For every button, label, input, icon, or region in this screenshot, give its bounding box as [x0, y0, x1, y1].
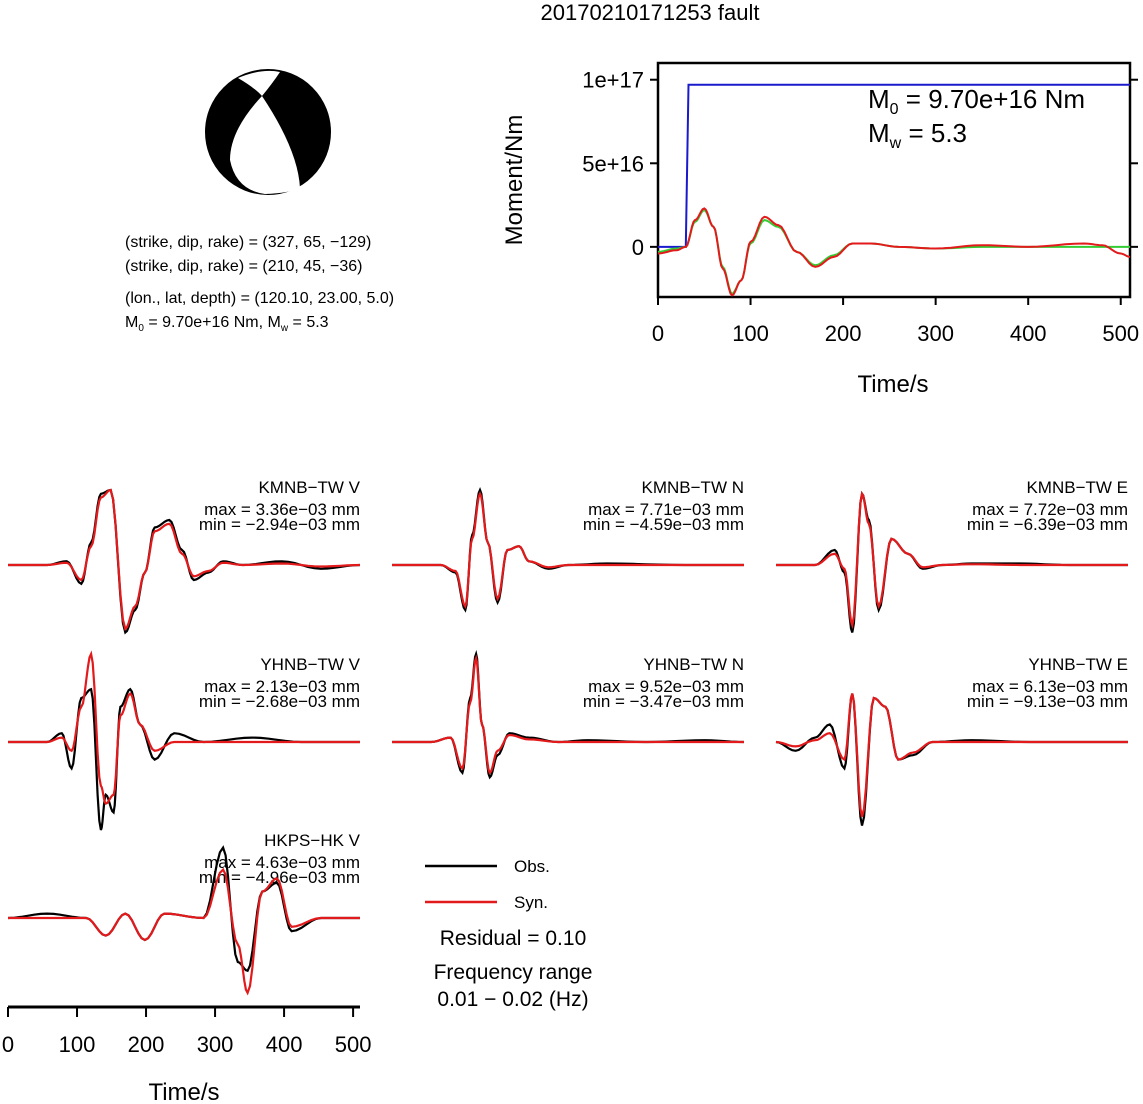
moment-xtick-label: 400: [1010, 321, 1047, 346]
moment-xtick-label: 0: [652, 321, 664, 346]
legend-syn-label: Syn.: [514, 893, 548, 912]
mechanism-line-4: M0 = 9.70e+16 Nm, Mw = 5.3: [125, 314, 329, 334]
mw-value: = 5.3: [288, 314, 329, 331]
moment-series: [657, 83, 1131, 297]
residual-label: Residual = 0.10: [440, 927, 587, 950]
beachball-diagram: [205, 69, 331, 195]
station-name: YHNB−TW V: [260, 655, 360, 674]
waveform-obs: [775, 693, 1128, 826]
station-max: max = 6.13e−03 mm: [972, 677, 1128, 696]
station-min: min = −6.39e−03 mm: [967, 515, 1128, 534]
mechanism-line-2: (strike, dip, rake) = (210, 45, −36): [125, 258, 362, 275]
moment-plot-frame: [656, 61, 1132, 299]
waveform-xtick-label: 200: [128, 1032, 165, 1057]
moment-ytick-label: 0: [632, 235, 644, 260]
mechanism-line-3: (lon., lat, depth) = (120.10, 23.00, 5.0…: [125, 290, 394, 307]
station-max: max = 3.36e−03 mm: [204, 500, 360, 519]
beachball-dilatation-quadrant: [238, 70, 280, 96]
moment-ytick-label: 1e+17: [582, 68, 644, 93]
moment-xtick-label: 300: [917, 321, 954, 346]
moment-xtick-label: 100: [732, 321, 769, 346]
station-name: HKPS−HK V: [264, 831, 361, 850]
legend: Obs. Syn. Residual = 0.10 Frequency rang…: [425, 857, 592, 1011]
waveform-syn: [775, 693, 1128, 818]
waveform-syn: [8, 867, 360, 996]
station-max: max = 9.52e−03 mm: [588, 677, 744, 696]
station-name: KMNB−TW V: [258, 478, 360, 497]
waveform-syn: [8, 488, 361, 631]
station-min: min = −4.96e−03 mm: [199, 868, 360, 887]
waveform-xtick-label: 500: [335, 1032, 372, 1057]
station-min: min = −2.68e−03 mm: [199, 692, 360, 711]
station-min: min = −9.13e−03 mm: [967, 692, 1128, 711]
moment-panel: Moment/Nm Time/s 1e+17 5e+16 0 0 100 200 300 40…: [501, 61, 1139, 398]
moment-series-moment: [658, 83, 1130, 248]
station-max: max = 7.71e−03 mm: [588, 500, 744, 519]
legend-obs-label: Obs.: [514, 857, 550, 876]
moment-series-rate-red: [657, 207, 1131, 297]
moment-ylabel: Moment/Nm: [501, 115, 528, 246]
station-min: min = −2.94e−03 mm: [199, 515, 360, 534]
moment-ticks: 1e+17 5e+16 0 0 100 200 300 400 500: [582, 68, 1139, 346]
moment-mw-annotation: Mw = 5.3: [868, 118, 967, 152]
figure-title: 20170210171253 fault: [541, 0, 760, 25]
station-max: max = 4.63e−03 mm: [204, 853, 360, 872]
moment-m0-label: M: [868, 84, 890, 114]
m0-sub: 0: [138, 323, 144, 334]
moment-mw-label: M: [868, 118, 890, 148]
waveform-xtick-label: 100: [59, 1032, 96, 1057]
waveform-syn: [392, 654, 744, 775]
moment-mw-sub: w: [889, 135, 902, 152]
waveform-time-axis: Time/s 0 100 200 300 400 500: [2, 1005, 372, 1104]
moment-m0-annotation: M0 = 9.70e+16 Nm: [868, 84, 1085, 118]
moment-xlabel: Time/s: [857, 371, 928, 398]
moment-mw-value: = 5.3: [901, 118, 967, 148]
waveform-xlabel: Time/s: [148, 1079, 219, 1104]
waveform-xtick-label: 400: [266, 1032, 303, 1057]
station-name: KMNB−TW E: [1026, 478, 1128, 497]
moment-m0-value: = 9.70e+16 Nm: [899, 84, 1085, 114]
beachball-dilatation-lobe: [230, 96, 300, 194]
waveform-syn: [776, 490, 1128, 630]
station-max: max = 2.13e−03 mm: [204, 677, 360, 696]
station-min: min = −3.47e−03 mm: [583, 692, 744, 711]
moment-ytick-label: 5e+16: [582, 151, 644, 176]
mw-sub: w: [280, 323, 289, 334]
moment-m0-sub: 0: [890, 101, 899, 118]
station-name: YHNB−TW E: [1028, 655, 1128, 674]
frequency-label: Frequency range: [434, 961, 593, 984]
frequency-range: 0.01 − 0.02 (Hz): [437, 988, 588, 1011]
waveform-xtick-label: 0: [2, 1032, 14, 1057]
station-min: min = −4.59e−03 mm: [583, 515, 744, 534]
moment-xtick-label: 500: [1102, 321, 1139, 346]
station-name: KMNB−TW N: [642, 478, 744, 497]
moment-series-rate-green: [657, 208, 1130, 295]
moment-xtick-label: 200: [825, 321, 862, 346]
station-name: YHNB−TW N: [643, 655, 744, 674]
mechanism-line-1: (strike, dip, rake) = (327, 65, −129): [125, 234, 371, 251]
m0-mid: = 9.70e+16 Nm, M: [144, 314, 281, 331]
station-max: max = 7.72e−03 mm: [972, 500, 1128, 519]
mechanism-text: (strike, dip, rake) = (327, 65, −129) (s…: [125, 234, 394, 334]
waveform-xtick-label: 300: [197, 1032, 234, 1057]
waveform-syn: [8, 650, 360, 805]
waveform-syn: [392, 490, 744, 609]
m0-prefix: M: [125, 314, 138, 331]
